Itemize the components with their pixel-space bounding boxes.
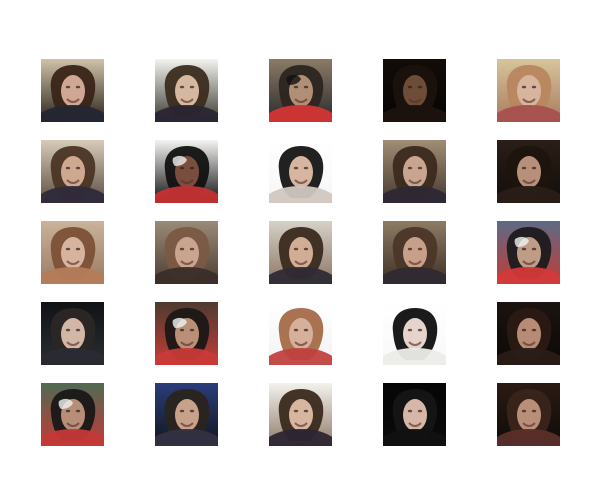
face-thumbnail [497, 221, 560, 284]
face-thumbnail [383, 59, 446, 122]
generated-face-image [497, 59, 560, 122]
generated-face-image [269, 302, 332, 365]
face-thumbnail [155, 302, 218, 365]
face-thumbnail [41, 140, 104, 203]
generated-face-image [383, 59, 446, 122]
face-thumbnail [41, 221, 104, 284]
face-thumbnail [383, 140, 446, 203]
generated-face-image [155, 59, 218, 122]
face-thumbnail [269, 383, 332, 446]
generated-face-image [155, 383, 218, 446]
generated-face-image [383, 383, 446, 446]
generated-face-image [41, 59, 104, 122]
face-thumbnail [269, 140, 332, 203]
face-thumbnail [155, 140, 218, 203]
generated-face-image [497, 383, 560, 446]
generated-face-image [497, 140, 560, 203]
face-thumbnail [383, 302, 446, 365]
generated-face-image [41, 140, 104, 203]
generated-face-image [383, 221, 446, 284]
face-thumbnail [269, 221, 332, 284]
generated-face-image [269, 140, 332, 203]
generated-face-image [383, 140, 446, 203]
face-thumbnail [41, 383, 104, 446]
generated-face-image [269, 383, 332, 446]
face-thumbnail [383, 221, 446, 284]
face-thumbnail [155, 221, 218, 284]
face-thumbnail [497, 302, 560, 365]
generated-face-image [497, 302, 560, 365]
face-thumbnail [155, 383, 218, 446]
face-thumbnail [497, 383, 560, 446]
face-thumbnail [155, 59, 218, 122]
generated-face-image [269, 221, 332, 284]
generated-face-image [41, 302, 104, 365]
generated-face-image [41, 221, 104, 284]
generated-face-image [155, 221, 218, 284]
face-thumbnail [497, 140, 560, 203]
generated-face-image [497, 221, 560, 284]
face-thumbnail [41, 59, 104, 122]
generated-face-image [155, 302, 218, 365]
generated-face-image [269, 59, 332, 122]
face-thumbnail [497, 59, 560, 122]
face-thumbnail [269, 302, 332, 365]
face-thumbnail [41, 302, 104, 365]
face-thumbnail [383, 383, 446, 446]
generated-face-image [155, 140, 218, 203]
generated-face-image [41, 383, 104, 446]
face-thumbnail [269, 59, 332, 122]
generated-face-image [383, 302, 446, 365]
